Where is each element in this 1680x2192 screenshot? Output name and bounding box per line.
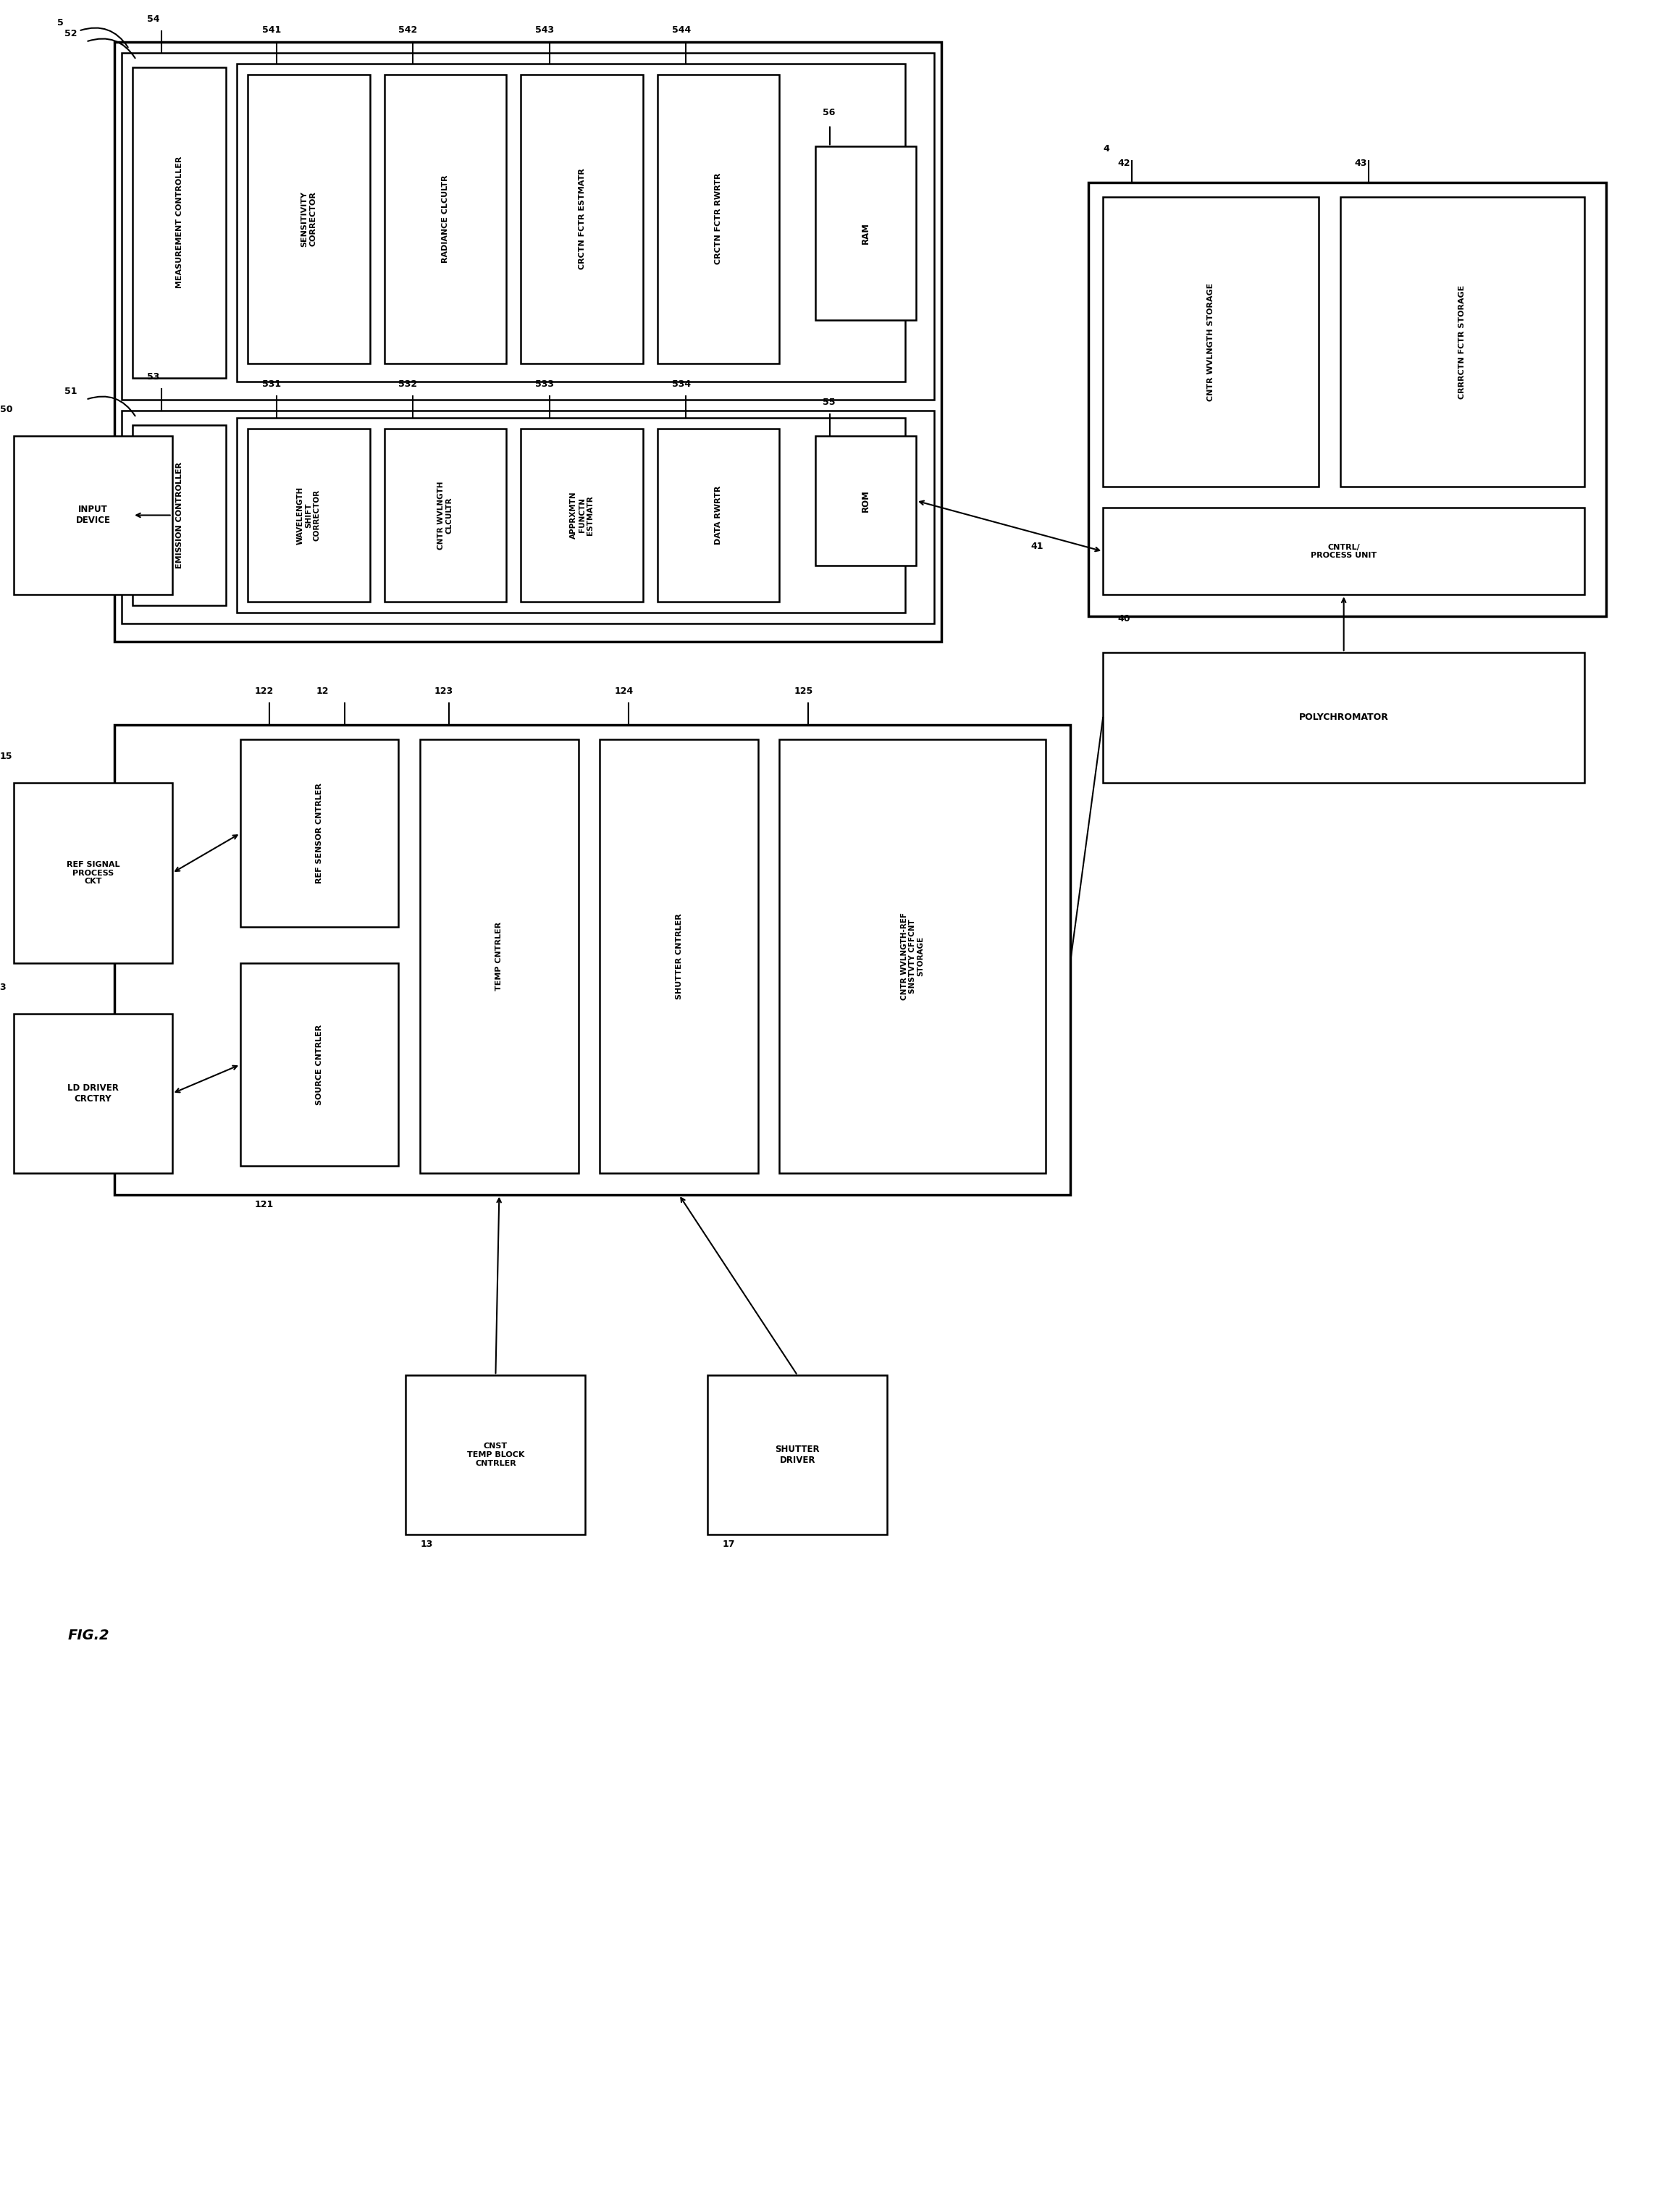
Text: 541: 541 [262, 24, 281, 35]
Bar [13, 783, 171, 962]
Bar [600, 739, 758, 1173]
Bar [707, 1374, 887, 1534]
Text: DATA RWRTR: DATA RWRTR [714, 487, 722, 544]
Text: CNTR WVLNGTH-REF
SNSTVTY CFFCNT
STORAGE: CNTR WVLNGTH-REF SNSTVTY CFFCNT STORAGE [900, 912, 924, 1000]
Bar [1089, 182, 1606, 616]
Bar [133, 68, 227, 377]
Text: SHUTTER
DRIVER: SHUTTER DRIVER [774, 1445, 820, 1464]
Bar [815, 436, 916, 566]
Bar [1104, 653, 1584, 783]
Text: WAVELENGTH
SHIFT
CORRECTOR: WAVELENGTH SHIFT CORRECTOR [297, 487, 321, 544]
Bar [123, 410, 934, 625]
Text: ROM: ROM [862, 489, 870, 513]
Bar [420, 739, 578, 1173]
Text: 3: 3 [0, 982, 7, 993]
Text: 4: 4 [1104, 145, 1109, 153]
Bar [114, 42, 941, 642]
Text: 17: 17 [722, 1539, 734, 1550]
Bar [385, 75, 506, 364]
Text: CRCTN FCTR ESTMATR: CRCTN FCTR ESTMATR [578, 169, 585, 270]
Bar [13, 436, 171, 594]
Text: 533: 533 [536, 379, 554, 388]
Bar [815, 147, 916, 320]
Text: FIG.2: FIG.2 [67, 1629, 109, 1642]
Text: 124: 124 [615, 686, 633, 695]
Text: SENSITIVITY
CORRECTOR: SENSITIVITY CORRECTOR [301, 191, 316, 248]
Text: 125: 125 [795, 686, 813, 695]
Bar [247, 427, 370, 603]
Text: 55: 55 [823, 397, 835, 408]
Bar [780, 739, 1045, 1173]
Bar [123, 53, 934, 399]
Bar [1104, 197, 1319, 487]
Text: 43: 43 [1354, 158, 1368, 169]
Text: 12: 12 [316, 686, 329, 695]
Text: 52: 52 [64, 28, 77, 37]
Text: 15: 15 [0, 752, 12, 761]
Text: 13: 13 [420, 1539, 433, 1550]
Bar [1341, 197, 1584, 487]
Text: CNST
TEMP BLOCK
CNTRLER: CNST TEMP BLOCK CNTRLER [467, 1442, 524, 1466]
Text: 543: 543 [536, 24, 554, 35]
Text: LD DRIVER
CRCTRY: LD DRIVER CRCTRY [67, 1083, 119, 1103]
Text: 122: 122 [255, 686, 274, 695]
Text: 542: 542 [398, 24, 418, 35]
Text: 50: 50 [0, 406, 12, 414]
Text: SHUTTER CNTRLER: SHUTTER CNTRLER [675, 914, 682, 1000]
Text: SOURCE CNTRLER: SOURCE CNTRLER [316, 1024, 323, 1105]
Text: CNTR WVLNGTH
CLCULTR: CNTR WVLNGTH CLCULTR [437, 480, 454, 550]
Text: MEASUREMENT CONTROLLER: MEASUREMENT CONTROLLER [176, 156, 183, 289]
Text: 51: 51 [64, 386, 77, 397]
Text: INPUT
DEVICE: INPUT DEVICE [76, 504, 111, 526]
Text: 532: 532 [398, 379, 418, 388]
Text: REF SIGNAL
PROCESS
CKT: REF SIGNAL PROCESS CKT [67, 861, 119, 886]
Bar [657, 427, 780, 603]
Bar [385, 427, 506, 603]
Text: CNTR WVLNGTH STORAGE: CNTR WVLNGTH STORAGE [1208, 283, 1215, 401]
Bar [114, 726, 1070, 1195]
Text: 534: 534 [672, 379, 690, 388]
Text: CRCTN FCTR RWRTR: CRCTN FCTR RWRTR [714, 173, 722, 265]
Bar [240, 739, 398, 927]
Bar [133, 425, 227, 605]
Bar [247, 75, 370, 364]
Text: 53: 53 [146, 373, 160, 381]
Bar [657, 75, 780, 364]
Text: 40: 40 [1117, 614, 1131, 625]
Bar [237, 419, 906, 614]
Text: 531: 531 [262, 379, 281, 388]
Bar [407, 1374, 585, 1534]
Bar [521, 427, 643, 603]
Text: 123: 123 [435, 686, 454, 695]
Text: RADIANCE CLCULTR: RADIANCE CLCULTR [442, 175, 449, 263]
Text: POLYCHROMATOR: POLYCHROMATOR [1299, 712, 1389, 723]
Bar [240, 962, 398, 1166]
Text: 41: 41 [1032, 541, 1043, 552]
Text: CNTRL/
PROCESS UNIT: CNTRL/ PROCESS UNIT [1310, 544, 1376, 559]
Text: 5: 5 [57, 18, 64, 26]
Text: CRRRCTN FCTR STORAGE: CRRRCTN FCTR STORAGE [1458, 285, 1467, 399]
Text: 42: 42 [1117, 158, 1131, 169]
Bar [13, 1015, 171, 1173]
Text: 54: 54 [146, 15, 160, 24]
Text: TEMP CNTRLER: TEMP CNTRLER [496, 921, 502, 991]
Text: EMISSION CONTROLLER: EMISSION CONTROLLER [176, 463, 183, 568]
Text: APPRXMTN
FUNCTN
ESTMATR: APPRXMTN FUNCTN ESTMATR [570, 491, 593, 539]
Bar [521, 75, 643, 364]
Text: 544: 544 [672, 24, 690, 35]
Text: RAM: RAM [862, 221, 870, 243]
Bar [237, 64, 906, 381]
Text: REF SENSOR CNTRLER: REF SENSOR CNTRLER [316, 783, 323, 883]
Bar [1104, 509, 1584, 594]
Text: 121: 121 [255, 1199, 274, 1210]
Text: 56: 56 [823, 107, 835, 118]
